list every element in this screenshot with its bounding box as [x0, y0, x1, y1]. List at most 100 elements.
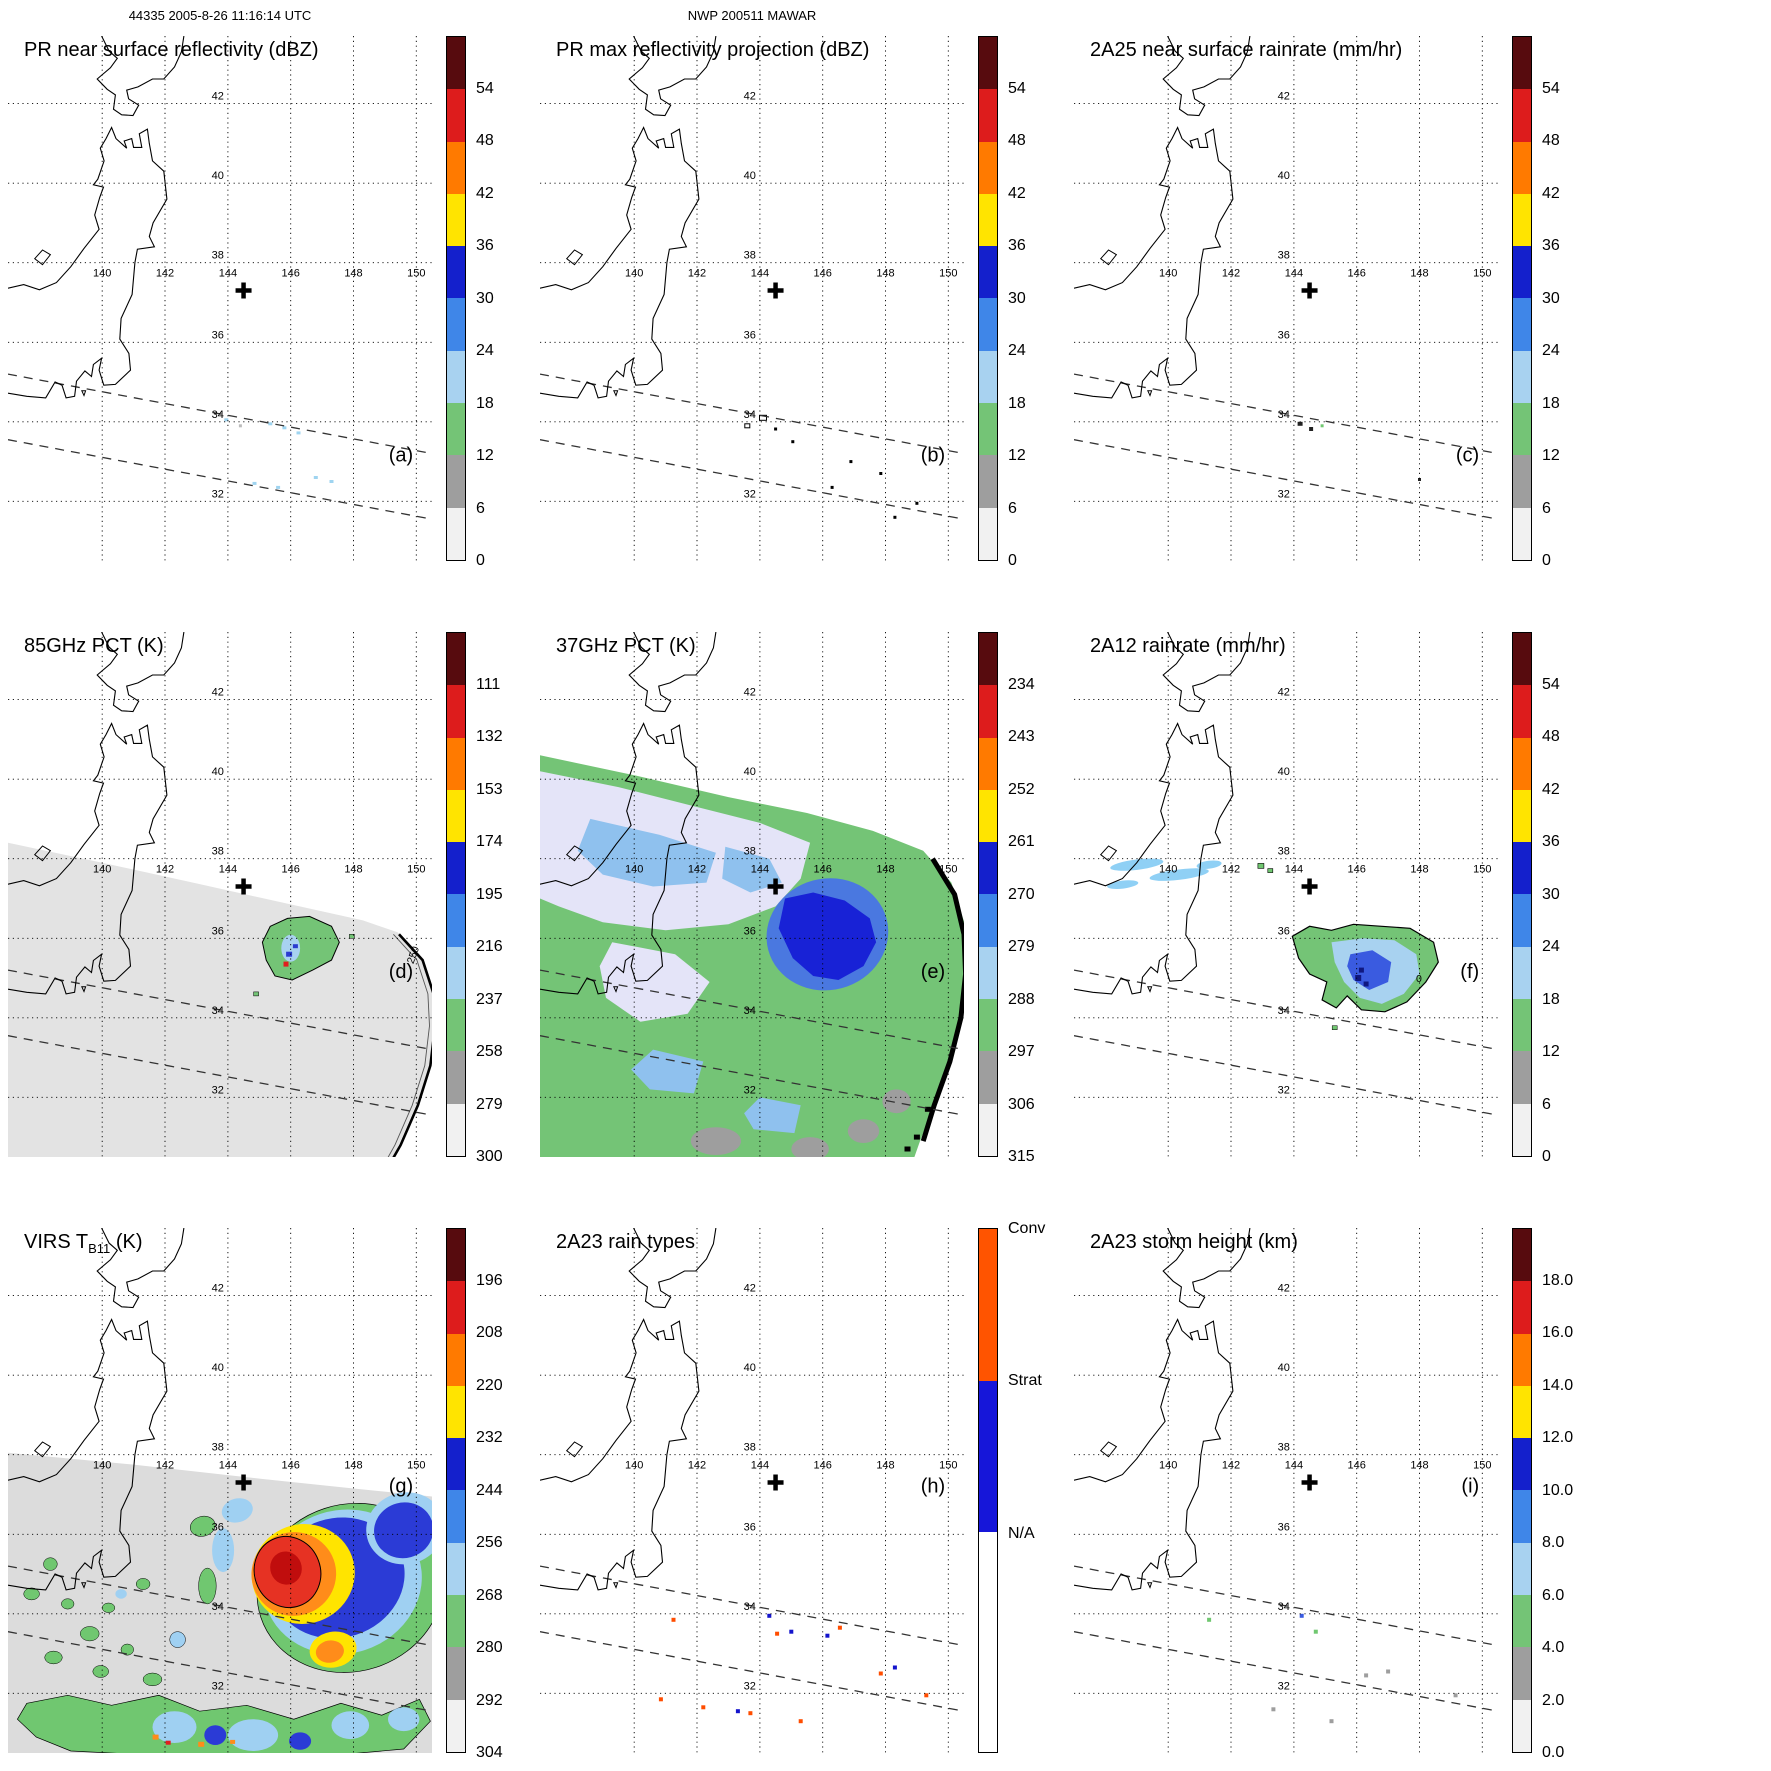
- field-dot: [735, 1709, 740, 1714]
- contour-label: 250: [405, 945, 422, 966]
- colorbar-tick: 42: [1008, 184, 1026, 202]
- panel-letter: (g): [389, 1476, 413, 1498]
- field-dot: [313, 476, 318, 479]
- swath-edge-line: [540, 1035, 964, 1116]
- axis-labels: 140 142 144 146 148 150 42 40 38 36 34 32: [1159, 1283, 1491, 1693]
- lon-tick-label: 148: [1410, 1460, 1428, 1472]
- colorbar-tick: 0.0: [1542, 1744, 1565, 1761]
- field-dot: [915, 501, 919, 505]
- field-dot: [165, 1740, 171, 1745]
- colorbar-tick: 258: [476, 1043, 503, 1060]
- lat-tick-label: 38: [212, 846, 224, 858]
- field-dot: [1207, 1617, 1212, 1622]
- colorbar-tick: 36: [1542, 237, 1560, 254]
- panel-title: PR max reflectivity projection (dBZ): [556, 39, 869, 64]
- colorbar-tick: 153: [476, 780, 503, 798]
- lat-tick-label: 34: [1278, 409, 1290, 421]
- colorbar-segment: [447, 141, 465, 194]
- lat-tick-label: 34: [1278, 1601, 1290, 1613]
- coastline-hokkaido: [1162, 36, 1251, 117]
- colorbar-segment: [1513, 1647, 1531, 1700]
- swath-edge-line: [540, 373, 964, 455]
- coastline-sado-island: [565, 249, 584, 266]
- panel-letter: (c): [1456, 445, 1479, 467]
- coastline: [540, 632, 717, 995]
- colorbar-tick: 24: [476, 342, 494, 359]
- colorbar-segment: [1513, 350, 1531, 404]
- coastline-islet: [613, 390, 619, 397]
- lon-tick-label: 142: [156, 268, 174, 280]
- lat-tick-label: 32: [1278, 1084, 1290, 1096]
- lat-tick-label: 38: [212, 1442, 224, 1454]
- field-dot: [701, 1705, 706, 1710]
- lon-tick-label: 140: [1159, 1460, 1177, 1472]
- coastline-sado-island: [33, 845, 52, 862]
- colorbar-segment: [979, 1103, 997, 1156]
- lon-tick-label: 150: [939, 1460, 957, 1472]
- lon-tick-label: 148: [344, 864, 362, 876]
- plus-marker: [235, 282, 252, 299]
- colorbar-tick: 280: [476, 1639, 503, 1656]
- storm-header: NWP 200511 MAWAR: [687, 8, 817, 23]
- colorbar-segment: [1513, 141, 1531, 194]
- field-dot: [1257, 863, 1265, 869]
- colorbar-tick: 30: [1542, 289, 1560, 307]
- colorbar-e: 234 243 252 261 270 279 288 297 306 315: [978, 632, 1070, 1165]
- colorbar-segment: [447, 1542, 465, 1596]
- lon-tick-label: 142: [156, 864, 174, 876]
- colorbar-segment: [979, 633, 997, 686]
- field-polygon: [8, 842, 432, 1157]
- colorbar-d: 111 132 153 174 195 216 237 258 279 300: [446, 632, 538, 1165]
- field-dot: [1355, 975, 1362, 981]
- colorbar-segment: [447, 246, 465, 299]
- panel-title-text: VIRS T: [24, 1231, 89, 1253]
- axis-labels: 140 142 144 146 148 150 42 40 38 36 34 32: [93, 1283, 425, 1693]
- swath-edge-line: [1074, 439, 1498, 520]
- swath-edge-line: [8, 373, 432, 455]
- colorbar-segment: [1513, 1542, 1531, 1596]
- colorbar-segment: [979, 1532, 997, 1752]
- field-blob: [315, 1640, 344, 1663]
- colorbar-tick: 18: [1542, 990, 1560, 1008]
- colorbar-tick: 54: [1542, 675, 1560, 693]
- coastline: [540, 36, 717, 399]
- lon-tick-label: 142: [1222, 268, 1240, 280]
- colorbar-segment: [447, 89, 465, 142]
- field-blob: [270, 1551, 302, 1585]
- colorbar-segment: [447, 1229, 465, 1282]
- colorbar-segment: [979, 350, 997, 404]
- lon-tick-label: 142: [1222, 1460, 1240, 1472]
- colorbar-tick: 30: [1008, 289, 1026, 307]
- colorbar-segment: [447, 298, 465, 351]
- colorbar-tick: 288: [1008, 990, 1035, 1008]
- colorbar-f: 54 48 42 36 30 24 18 12 6 0: [1512, 632, 1604, 1165]
- contour-label: 0: [1416, 973, 1422, 985]
- field-blob: [152, 1711, 197, 1743]
- lon-tick-label: 148: [876, 268, 894, 280]
- swath-edge-line: [8, 1565, 432, 1647]
- colorbar-i: 18.0 16.0 14.0 12.0 10.0 8.0 6.0 4.0 2.0 0.0: [1512, 1228, 1604, 1761]
- lon-tick-label: 148: [876, 864, 894, 876]
- colorbar-segment: [447, 350, 465, 404]
- coastline-sado-island: [33, 1441, 52, 1458]
- data-field: [1297, 421, 1421, 481]
- data-field: [1107, 858, 1439, 1030]
- swath-edge-line: [1074, 373, 1498, 455]
- colorbar-bar: [446, 36, 466, 561]
- lat-tick-label: 34: [212, 1005, 224, 1017]
- data-field: [1207, 1613, 1458, 1724]
- field-dot: [893, 515, 897, 519]
- field-dot: [924, 1693, 929, 1698]
- colorbar-tick: 30: [1542, 885, 1560, 903]
- coastline-hokkaido: [96, 1228, 185, 1309]
- gridlines: [8, 1228, 432, 1753]
- swath-edge-line: [8, 969, 432, 1051]
- lon-tick-label: 148: [1410, 864, 1428, 876]
- swath-edge-line: [1074, 1631, 1498, 1712]
- field-dot: [329, 480, 334, 483]
- lat-tick-label: 40: [744, 170, 756, 182]
- panel-f: 2A12 rainrate (mm/hr) 140 142 144 146 148 150…: [1074, 632, 1604, 1180]
- colorbar-tick: 195: [476, 885, 503, 903]
- coastline-islet: [1147, 390, 1153, 397]
- coastline-sado-island: [1099, 845, 1118, 862]
